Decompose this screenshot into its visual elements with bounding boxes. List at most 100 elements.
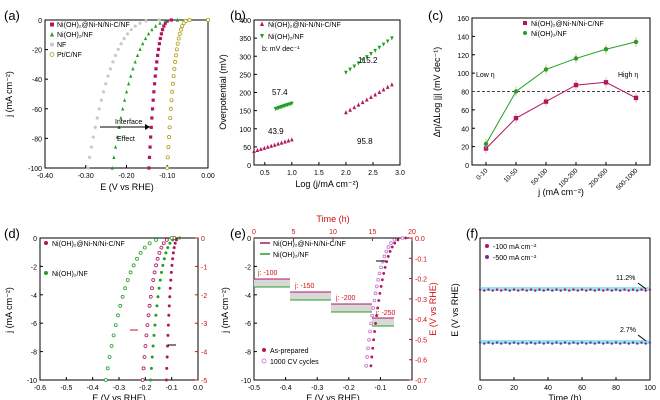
panel-a-point [187, 17, 192, 22]
panel-d-point [148, 294, 153, 299]
panel-c-ytick-label: 160 [457, 16, 469, 23]
panel-a-point [147, 155, 152, 159]
panel-e-point [377, 299, 381, 302]
panel-d-point [153, 323, 157, 327]
panel-e-xlabel: E (V vs RHE) [306, 393, 360, 400]
panel-c-ytick-label: 40 [461, 126, 469, 133]
panel-e-point [365, 355, 369, 359]
panel-f-legend-entry: -100 mA cm⁻² [493, 244, 537, 251]
panel-b-slope-label: 57.4 [272, 88, 288, 97]
panel-b-ylabel: Overpotential (mV) [218, 54, 228, 130]
panel-f-point [525, 342, 528, 345]
panel-f-point [504, 341, 507, 344]
panel-a-point [177, 31, 182, 36]
panel-c-legend-entry: Ni(OH)₂/NF [531, 31, 567, 38]
panel-f-point [508, 342, 511, 345]
panel-a-point [205, 17, 210, 22]
panel-f-point [512, 288, 516, 291]
panel-c-series-line [485, 81, 637, 149]
panel-e-shaded-region [372, 318, 394, 326]
panel-e-top-xtick-label: 20 [408, 229, 416, 236]
panel-e-shaded-region [254, 279, 290, 287]
panel-d-point [125, 278, 130, 282]
panel-a-point [150, 116, 154, 120]
panel-c-ytick-label: 120 [457, 53, 469, 60]
panel-b-point [369, 51, 373, 57]
panel-b-point [252, 148, 256, 154]
panel-c-category-label: 500-1000 [615, 167, 640, 192]
panel-d-legend-marker [44, 241, 48, 245]
panel-f-point [589, 288, 592, 291]
panel-c-label: (c) [428, 8, 443, 23]
panel-f-point [585, 289, 588, 292]
panel-a-point [158, 36, 162, 41]
panel-a-point [165, 155, 170, 160]
panel-f-point [500, 289, 503, 292]
panel-d-ytick-right-label: -4 [201, 350, 207, 357]
panel-e-legend2-entry: 1000 CV cycles [270, 359, 319, 366]
panel-a-point [165, 19, 169, 23]
panel-d-point [123, 286, 128, 291]
panel-f-point [508, 289, 511, 292]
panel-a-point [119, 115, 123, 120]
panel-d-point [160, 270, 164, 274]
panel-a-label: (a) [4, 8, 20, 23]
panel-b-slope-label: 115.2 [358, 56, 378, 65]
panel-b-point [348, 67, 352, 72]
panel-b-ytick-label: 150 [239, 109, 251, 116]
panel-e-step-label: j: -150 [294, 283, 315, 290]
panel-a-legend-entry: Ni(OH)₂/NF [57, 32, 93, 39]
panel-a-xtick-label: -0.40 [37, 173, 53, 180]
panel-a-annotation: Interface [115, 119, 142, 126]
panel-a-point [169, 18, 173, 22]
panel-b-legend-entry: Ni(OH)₂@Ni-N/Ni-C/NF [268, 22, 341, 29]
panel-a-point [176, 36, 181, 41]
panel-f-point [483, 342, 486, 345]
panel-e-xtick-label: -0.1 [374, 385, 386, 392]
panel-a-point [133, 24, 137, 28]
panel-f-point [580, 288, 584, 291]
panel-d-point [178, 236, 182, 240]
panel-d-point [161, 263, 165, 267]
panel-f-point [555, 341, 558, 344]
panel-e-ylabel: j (mA cm⁻²) [220, 287, 230, 334]
panel-f-point [631, 341, 635, 344]
panel-a-point [143, 36, 148, 41]
panel-c-point [543, 67, 549, 72]
panel-e-ytick-label: 0 [247, 236, 251, 243]
panel-d-point [116, 313, 120, 318]
panel-a-point [113, 53, 118, 58]
panel-a-point [149, 125, 153, 129]
panel-d-legend-entry: Ni(OH)₂/NF [52, 271, 88, 278]
panel-a-point [149, 135, 153, 139]
panel-e-point [390, 245, 394, 249]
panel-b-point [390, 82, 394, 87]
panel-f-point [568, 342, 571, 345]
panel-b-point [255, 147, 260, 152]
panel-a-point [178, 27, 183, 32]
panel-a-ytick-label: -100 [28, 166, 42, 173]
panel-b-point [348, 107, 352, 112]
panel-f-point [491, 342, 494, 345]
panel-a-ytick-label: -60 [32, 107, 42, 114]
panel-a-point [173, 59, 178, 64]
panel-f-point [546, 341, 550, 344]
panel-d-point [166, 246, 170, 250]
panel-e-legend-entry: Ni(OH)₂@Ni-N/Ni-C/NF [273, 241, 346, 248]
panel-a-point [89, 145, 94, 149]
panel-d-point [159, 245, 164, 250]
panel-e-ytick-right-label: -0.1 [415, 256, 427, 263]
panel-c-xlabel: j (mA cm⁻²) [537, 187, 584, 197]
panel-a-point [163, 21, 167, 25]
panel-f-point [500, 342, 503, 345]
panel-e-point [376, 277, 380, 282]
panel-e-ytick-label: -10 [241, 378, 251, 385]
panel-d-point [167, 313, 171, 317]
panel-b-unit-note: b: mV dec⁻¹ [262, 46, 300, 53]
panel-a-point [154, 67, 158, 71]
panel-e-top-xlabel: Time (h) [316, 214, 349, 224]
panel-f-point [627, 289, 630, 292]
panel-c-ytick-label: 0 [465, 163, 469, 170]
panel-e-ytick-label: -2 [245, 264, 251, 271]
panel-d-point [152, 333, 156, 337]
